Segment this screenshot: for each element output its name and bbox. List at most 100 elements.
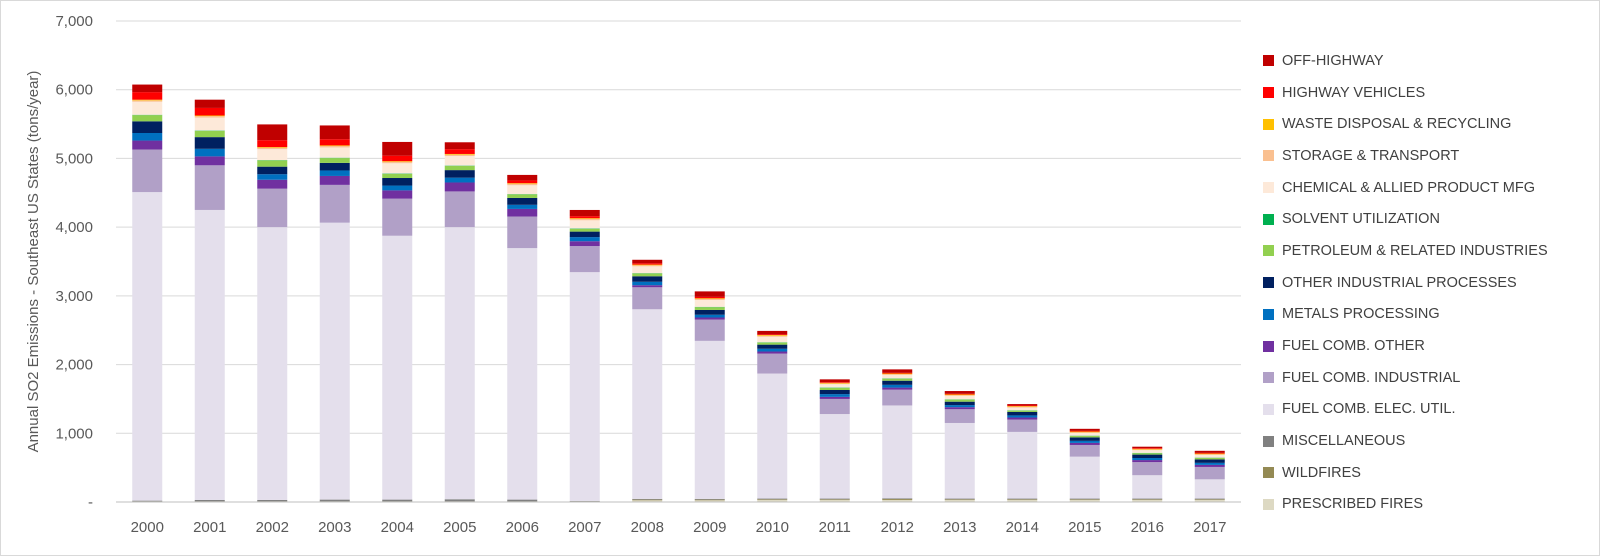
bar-segment-2012-2 — [882, 498, 912, 499]
legend-item: PRESCRIBED FIRES — [1263, 489, 1593, 521]
x-tick-label: 2010 — [756, 519, 789, 536]
bar-segment-2003-10 — [320, 147, 350, 157]
bar-segment-2017-13 — [1195, 453, 1225, 454]
x-tick-label: 2002 — [256, 519, 289, 536]
legend-swatch — [1263, 467, 1274, 478]
bar-segment-2015-12 — [1070, 432, 1100, 433]
bar-segment-2000-13 — [132, 92, 162, 100]
y-tick-label: 1,000 — [55, 425, 93, 442]
legend-item: OFF-HIGHWAY — [1263, 45, 1593, 77]
bar-segment-2005-10 — [445, 156, 475, 166]
bar-segment-2004-2 — [382, 500, 412, 502]
bar-segment-2016-12 — [1132, 449, 1162, 450]
bar-segment-2011-12 — [820, 383, 850, 384]
bar-segment-2014-6 — [1007, 415, 1037, 417]
bar-segment-2015-1 — [1070, 499, 1100, 500]
y-tick-label: 4,000 — [55, 219, 93, 236]
bar-segment-2000-3 — [132, 192, 162, 501]
bar-segment-2009-2 — [695, 499, 725, 500]
bar-segment-2001-10 — [195, 118, 225, 131]
bar-segment-2010-7 — [757, 345, 787, 349]
legend-label: WASTE DISPOSAL & RECYCLING — [1282, 116, 1511, 132]
bar-segment-2008-10 — [632, 266, 662, 273]
bar-segment-2010-5 — [757, 352, 787, 354]
bar-segment-2006-2 — [507, 500, 537, 502]
bar-segment-2010-6 — [757, 349, 787, 352]
y-tick-label: 3,000 — [55, 288, 93, 305]
bar-segment-2012-3 — [882, 405, 912, 498]
bar-segment-2004-7 — [382, 178, 412, 186]
bar-segment-2009-11 — [695, 299, 725, 300]
bar-segment-2014-10 — [1007, 408, 1037, 411]
bar-segment-2004-13 — [382, 156, 412, 162]
legend-label: OTHER INDUSTRIAL PROCESSES — [1282, 275, 1517, 291]
bar-segment-2011-2 — [820, 499, 850, 500]
x-tick-label: 2008 — [631, 519, 664, 536]
bar-segment-2005-6 — [445, 178, 475, 183]
bar-segment-2008-13 — [632, 263, 662, 264]
bar-segment-2001-4 — [195, 165, 225, 210]
bar-segment-2013-1 — [945, 499, 975, 500]
bar-segment-2010-11 — [757, 336, 787, 337]
bar-segment-2014-4 — [1007, 420, 1037, 432]
bar-segment-2013-6 — [945, 405, 975, 407]
bar-segment-2013-13 — [945, 394, 975, 395]
bar-segment-2008-5 — [632, 285, 662, 287]
bar-segment-2005-13 — [445, 149, 475, 154]
bar-segment-2016-11 — [1132, 449, 1162, 450]
bar-segment-2011-4 — [820, 399, 850, 414]
bar-segment-2004-10 — [382, 163, 412, 173]
bar-segment-2001-14 — [195, 100, 225, 108]
bar-segment-2017-11 — [1195, 454, 1225, 455]
bar-segment-2011-7 — [820, 390, 850, 394]
bar-segment-2010-4 — [757, 354, 787, 374]
bar-segment-2003-13 — [320, 139, 350, 145]
x-tick-label: 2013 — [943, 519, 976, 536]
bar-segment-2009-13 — [695, 297, 725, 298]
bar-segment-2009-3 — [695, 341, 725, 499]
bar-segment-2013-5 — [945, 407, 975, 409]
bar-segment-2005-2 — [445, 499, 475, 501]
bar-segment-2007-14 — [570, 210, 600, 216]
bars — [132, 85, 1225, 502]
legend-swatch — [1263, 309, 1274, 320]
bar-segment-2012-12 — [882, 374, 912, 375]
bar-segment-2014-13 — [1007, 405, 1037, 406]
bar-segment-2004-8 — [382, 174, 412, 178]
bar-segment-2011-6 — [820, 394, 850, 397]
legend-label: MISCELLANEOUS — [1282, 433, 1405, 449]
bar-segment-2002-11 — [257, 148, 287, 149]
legend-label: OFF-HIGHWAY — [1282, 53, 1384, 69]
bar-segment-2011-3 — [820, 414, 850, 499]
bar-segment-2011-10 — [820, 384, 850, 387]
bar-segment-2006-4 — [507, 216, 537, 248]
bar-segment-2003-14 — [320, 125, 350, 139]
legend-swatch — [1263, 245, 1274, 256]
y-tick-label: 5,000 — [55, 150, 93, 167]
x-tick-label: 2004 — [381, 519, 414, 536]
bar-segment-2015-2 — [1070, 499, 1100, 500]
bar-segment-2016-6 — [1132, 458, 1162, 460]
y-tick-label: 2,000 — [55, 357, 93, 374]
bar-segment-2005-11 — [445, 155, 475, 156]
bar-segment-2007-8 — [570, 229, 600, 232]
legend-swatch — [1263, 499, 1274, 510]
bar-segment-2000-6 — [132, 133, 162, 141]
bar-segment-2008-2 — [632, 499, 662, 500]
bar-segment-2005-12 — [445, 154, 475, 155]
bar-segment-2008-7 — [632, 276, 662, 282]
bar-segment-2005-8 — [445, 166, 475, 170]
bar-segment-2016-13 — [1132, 448, 1162, 449]
legend-label: WILDFIRES — [1282, 465, 1361, 481]
bar-segment-2001-11 — [195, 116, 225, 117]
bar-segment-2016-3 — [1132, 475, 1162, 498]
bar-segment-2012-8 — [882, 379, 912, 381]
bar-segment-2000-14 — [132, 85, 162, 93]
bar-segment-2005-3 — [445, 227, 475, 499]
bar-segment-2000-2 — [132, 501, 162, 502]
bar-segment-2008-3 — [632, 309, 662, 499]
bar-segment-2000-7 — [132, 121, 162, 133]
bar-segment-2011-8 — [820, 388, 850, 390]
